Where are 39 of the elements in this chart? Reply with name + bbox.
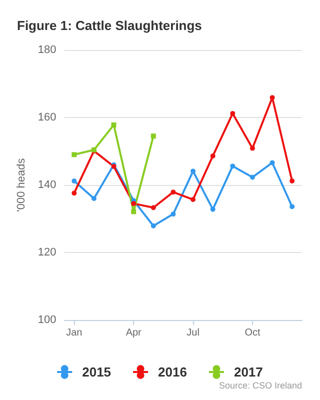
point — [91, 196, 96, 201]
point — [72, 152, 77, 158]
point — [230, 164, 236, 169]
point — [170, 190, 176, 195]
point — [190, 168, 196, 174]
point — [111, 122, 116, 128]
y-tick-label: 180 — [38, 44, 56, 56]
point — [210, 206, 216, 212]
chart-title: Figure 1: Cattle Slaughterings — [17, 18, 202, 33]
y-tick-label: 100 — [38, 314, 56, 326]
y-tick-label: 120 — [38, 246, 56, 258]
point — [72, 178, 77, 184]
point — [290, 204, 295, 210]
x-tick-label: Jan — [66, 328, 82, 338]
x-tick-label: Jul — [186, 328, 200, 338]
point — [250, 146, 255, 151]
point — [270, 95, 275, 100]
point — [150, 205, 156, 210]
point — [150, 223, 156, 228]
y-tick-label: 140 — [38, 179, 56, 191]
legend-label: 2016 — [158, 364, 187, 380]
legend-label: 2017 — [234, 364, 263, 380]
point — [290, 178, 295, 184]
y-tick-label: 160 — [38, 112, 56, 124]
point — [250, 174, 255, 180]
point — [210, 153, 216, 158]
source-note: Source: CSO Ireland — [218, 380, 302, 390]
point — [170, 212, 176, 217]
point — [131, 201, 136, 206]
point — [72, 190, 77, 196]
legend-label: 2015 — [82, 364, 112, 380]
point — [230, 110, 236, 116]
x-tick-label: Oct — [244, 328, 260, 338]
point — [270, 160, 275, 166]
y-axis-title: '000 heads — [16, 158, 28, 212]
point — [150, 134, 156, 139]
point — [190, 197, 196, 202]
point — [131, 209, 136, 214]
x-tick-label: Apr — [126, 328, 142, 338]
